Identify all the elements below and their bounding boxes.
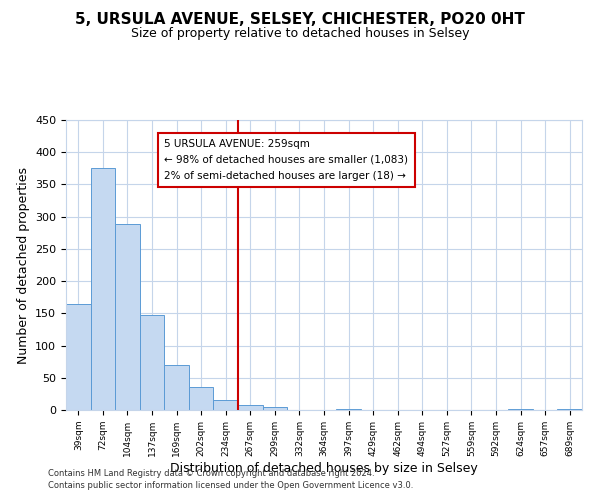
Bar [508,408,533,410]
Text: 5, URSULA AVENUE, SELSEY, CHICHESTER, PO20 0HT: 5, URSULA AVENUE, SELSEY, CHICHESTER, PO… [75,12,525,28]
Bar [557,408,582,410]
Bar [238,405,263,410]
X-axis label: Distribution of detached houses by size in Selsey: Distribution of detached houses by size … [170,462,478,474]
Bar [115,224,140,410]
Text: Size of property relative to detached houses in Selsey: Size of property relative to detached ho… [131,28,469,40]
Bar [263,407,287,410]
Text: 5 URSULA AVENUE: 259sqm
← 98% of detached houses are smaller (1,083)
2% of semi-: 5 URSULA AVENUE: 259sqm ← 98% of detache… [164,140,408,180]
Bar [189,388,214,410]
Y-axis label: Number of detached properties: Number of detached properties [17,166,29,364]
Bar [66,304,91,410]
Text: Contains HM Land Registry data © Crown copyright and database right 2024.: Contains HM Land Registry data © Crown c… [48,468,374,477]
Bar [91,168,115,410]
Bar [164,365,189,410]
Bar [214,400,238,410]
Bar [336,408,361,410]
Text: Contains public sector information licensed under the Open Government Licence v3: Contains public sector information licen… [48,481,413,490]
Bar [140,314,164,410]
